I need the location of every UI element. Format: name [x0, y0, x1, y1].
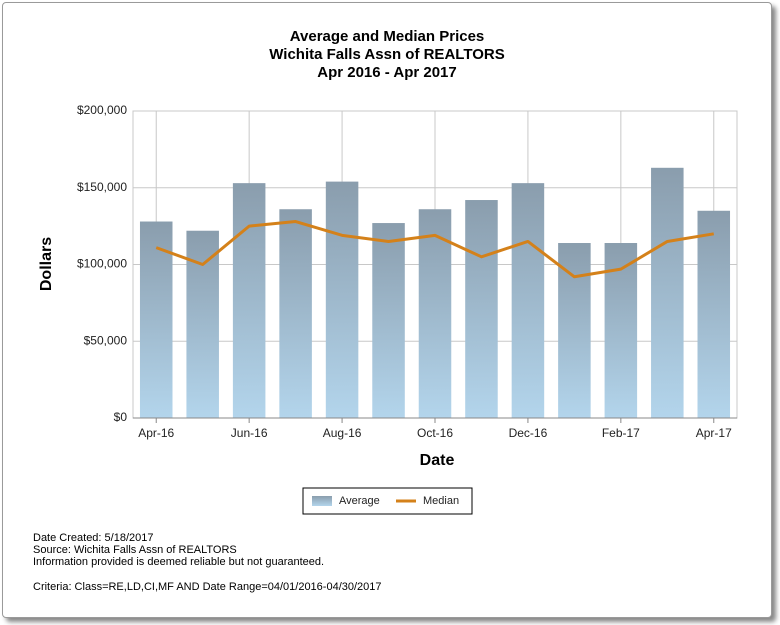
line: [155, 220, 715, 279]
x-axis-title: Date: [420, 452, 455, 469]
y-tick-label: $150,000: [77, 180, 127, 194]
bar: [325, 181, 359, 418]
bar: [511, 183, 545, 418]
y-axis-title: Dollars: [38, 237, 55, 291]
x-tick-label: Apr-16: [138, 426, 174, 440]
chart-title: Apr 2016 - Apr 2017: [317, 64, 457, 81]
bar: [651, 167, 684, 418]
footer-text: Information provided is deemed reliable …: [33, 556, 324, 568]
chart-title: Wichita Falls Assn of REALTORS: [269, 46, 504, 63]
x-tick-label: Oct-16: [417, 426, 453, 440]
bar: [372, 223, 405, 418]
y-tick-label: $100,000: [77, 257, 127, 271]
bar: [465, 200, 498, 418]
y-tick-label: $200,000: [77, 103, 127, 117]
footer-text: Criteria: Class=RE,LD,CI,MF AND Date Ran…: [33, 581, 382, 593]
x-tick-label: Dec-16: [509, 426, 548, 440]
footer-text: Source: Wichita Falls Assn of REALTORS: [33, 544, 237, 556]
bar: [558, 243, 591, 418]
bar: [232, 183, 266, 418]
footer-text: Date Created: 5/18/2017: [33, 532, 153, 544]
legend-label: Average: [339, 495, 380, 507]
x-tick-label: Apr-17: [696, 426, 732, 440]
bar: [139, 221, 173, 418]
legend-label: Median: [423, 495, 459, 507]
bar: [697, 210, 731, 418]
chart-title: Average and Median Prices: [290, 28, 485, 45]
bar: [279, 209, 312, 418]
x-tick-label: Jun-16: [231, 426, 268, 440]
y-tick-label: $50,000: [84, 333, 128, 347]
x-tick-label: Feb-17: [602, 426, 640, 440]
x-tick-label: Aug-16: [323, 426, 362, 440]
y-tick-label: $0: [114, 410, 128, 424]
bar: [418, 209, 452, 418]
legend-swatch: [312, 496, 332, 506]
